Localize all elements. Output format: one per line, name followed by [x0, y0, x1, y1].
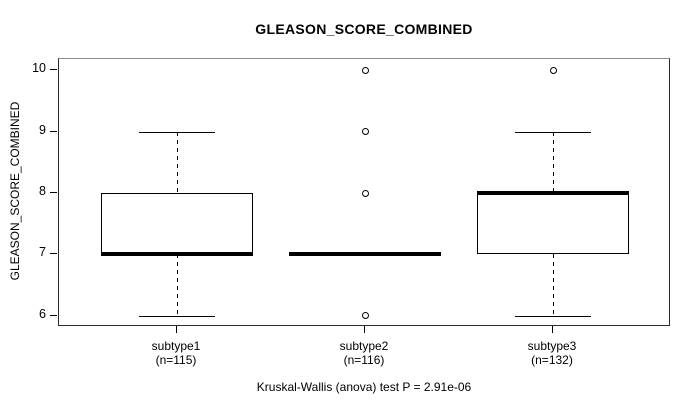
median-line [477, 191, 629, 195]
y-axis-tick [50, 192, 57, 193]
upper-whisker-cap [139, 131, 215, 133]
y-axis-tick [50, 314, 57, 316]
outlier-point [361, 128, 369, 136]
y-axis-tick-label: 10 [32, 61, 46, 76]
iqr-box [101, 193, 253, 255]
chart-title: GLEASON_SCORE_COMBINED [255, 21, 473, 37]
plot-area [58, 58, 670, 326]
lower-whisker-cap [515, 315, 591, 317]
y-axis-tick [50, 69, 57, 71]
median-line [289, 252, 441, 257]
group-name: subtype3 [527, 339, 577, 353]
y-axis-tick [50, 130, 57, 132]
upper-whisker-line [553, 131, 554, 193]
group-label: subtype1 (n=115) [96, 339, 256, 367]
iqr-box [477, 193, 629, 255]
group-sample-size: (n=116) [343, 353, 385, 367]
x-axis-tick [176, 326, 177, 333]
upper-whisker-cap [515, 131, 591, 133]
y-axis-tick-label: 9 [39, 122, 46, 137]
group-sample-size: (n=132) [531, 353, 573, 367]
upper-whisker-line [177, 131, 178, 193]
stats-caption: Kruskal-Wallis (anova) test P = 2.91e-06 [256, 380, 472, 394]
median-line [101, 252, 253, 257]
outlier-point [361, 189, 369, 197]
lower-whisker-cap [139, 315, 215, 317]
y-axis-tick [50, 253, 57, 255]
group-name: subtype2 [339, 339, 389, 353]
outlier-point [361, 312, 369, 320]
outlier-point [549, 66, 557, 74]
group-name: subtype1 [151, 339, 201, 353]
group-label: subtype2 (n=116) [284, 339, 444, 367]
outlier-point [361, 66, 369, 74]
y-axis-tick-label: 8 [39, 184, 46, 198]
y-axis-tick-label: 6 [39, 306, 46, 321]
x-axis-tick [552, 326, 553, 333]
group-sample-size: (n=115) [155, 353, 197, 367]
x-axis-tick [364, 326, 365, 333]
group-label: subtype3 (n=132) [472, 339, 632, 367]
lower-whisker-line [177, 254, 178, 316]
y-axis-tick-label: 7 [39, 245, 46, 260]
lower-whisker-line [553, 254, 554, 316]
